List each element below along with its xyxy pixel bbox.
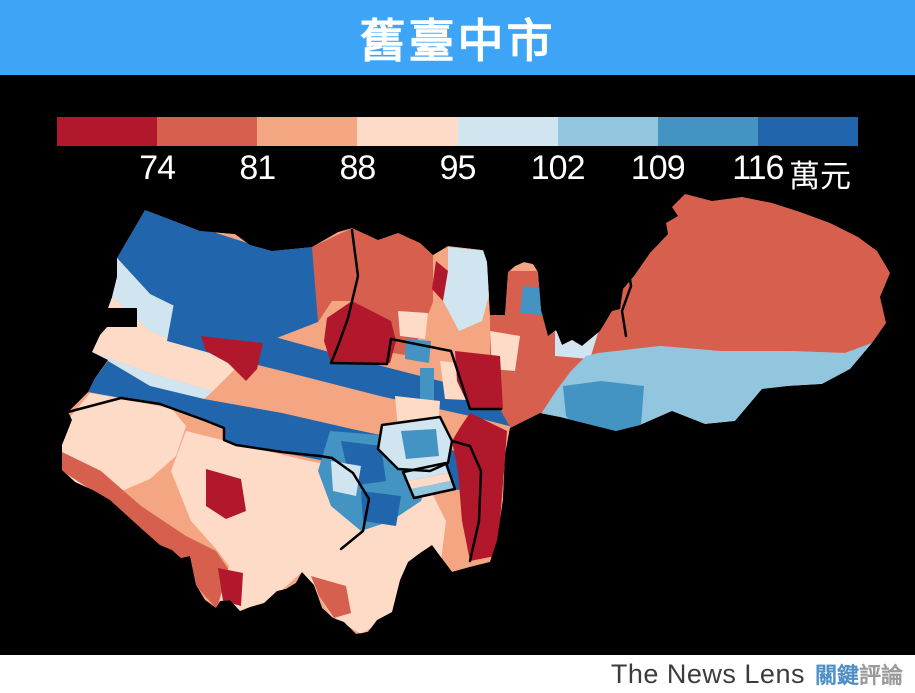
border-nantun-xitun-border: [66, 396, 334, 460]
legend-segment: [257, 117, 358, 146]
legend-segment: [157, 117, 258, 146]
border-west-south-border: [330, 456, 371, 551]
region-stripe-tile-c: [411, 481, 454, 497]
legend-segment: [357, 117, 458, 146]
region-central-district-tile: [401, 429, 439, 459]
border-north-district-border-b: [329, 337, 503, 411]
region-stripe-tile-b: [408, 473, 451, 489]
region-north-peach-tile: [398, 311, 428, 339]
region-south-salmon-patch: [311, 576, 351, 618]
legend-tick-label: 88: [339, 149, 376, 187]
legend-tick-label: 95: [439, 149, 477, 187]
legend-tick-label: 74: [139, 149, 176, 187]
legend-segment: [757, 117, 858, 146]
legend-segment: [457, 117, 558, 146]
region-city-darkblue-b: [361, 491, 401, 526]
region-northeast-arm-salmon: [598, 194, 890, 353]
border-north-district-border-a: [329, 228, 360, 365]
logo-cjk-primary: 關鍵: [814, 663, 859, 688]
region-north-pale-region: [443, 247, 490, 331]
border-central-district-outline: [376, 415, 454, 473]
title-bar: 舊臺中市: [0, 0, 915, 75]
border-stripe-zone-outline: [401, 461, 457, 500]
legend-tick-label: 81: [239, 149, 276, 187]
region-east-red-upper: [455, 351, 503, 409]
legend-unit-label: 萬元: [789, 159, 851, 194]
region-city-lightblue-b: [331, 461, 361, 496]
legend-tick-label: 116: [732, 149, 784, 187]
legend-segment: [557, 117, 658, 146]
region-northeast-arm-blue-patch: [563, 381, 644, 431]
footer-bar: The News Lens 關鍵評論: [0, 655, 915, 693]
region-west-peach-band: [92, 297, 238, 391]
region-central-blue-band: [167, 303, 546, 434]
legend-tick-label: 109: [630, 149, 686, 187]
region-central-red-wedge: [201, 336, 263, 381]
legend-bar: [57, 117, 858, 146]
legend-segment: [657, 117, 758, 146]
legend-tick-label: 102: [530, 149, 586, 187]
page-title: 舊臺中市: [359, 14, 556, 67]
region-nw-blue-band: [117, 210, 332, 346]
region-west-lightblue-strip: [92, 352, 213, 399]
region-south-red-patch-a: [206, 469, 246, 519]
logo-cjk-secondary: 評論: [858, 663, 903, 688]
region-south-red-patch-b: [218, 568, 243, 606]
region-north-red-patch: [324, 301, 396, 363]
border-east-south-border: [450, 439, 483, 563]
news-lens-logo-text: The News Lens: [610, 658, 805, 689]
news-lens-logo-cjk: 關鍵評論: [815, 658, 903, 690]
legend-segment: [57, 117, 158, 146]
region-north-red-sliver: [432, 261, 448, 301]
region-east-blue-patch: [520, 286, 556, 316]
